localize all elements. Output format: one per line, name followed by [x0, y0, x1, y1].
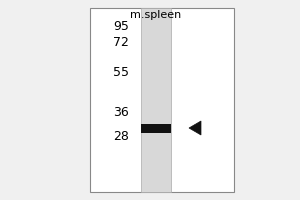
Bar	[90, 8, 234, 192]
Polygon shape	[189, 121, 201, 135]
Text: 95: 95	[113, 20, 129, 32]
Text: m.spleen: m.spleen	[130, 10, 182, 20]
Text: 72: 72	[113, 36, 129, 48]
Bar	[141, 8, 171, 192]
Bar	[141, 123, 171, 132]
Text: 55: 55	[113, 66, 129, 78]
Text: 28: 28	[113, 130, 129, 142]
Text: 36: 36	[113, 106, 129, 118]
